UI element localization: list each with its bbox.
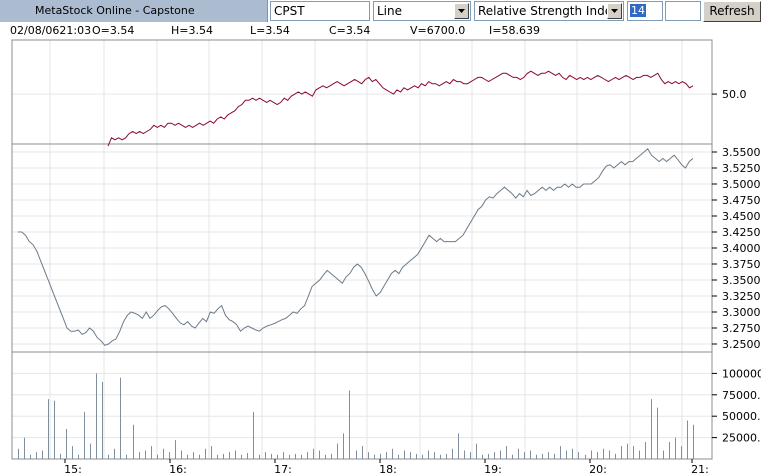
price-tick-label: 3.42500 <box>722 226 761 239</box>
x-tick-label: 20: <box>589 463 607 475</box>
price-series-line <box>18 148 694 346</box>
price-tick-label: 3.30000 <box>722 306 761 319</box>
info-indicator: I=58.639 <box>489 24 540 37</box>
rsi-tick-label: 50.0 <box>722 88 747 101</box>
period-value: 14 <box>630 4 646 17</box>
price-tick-label: 3.25000 <box>722 338 761 351</box>
secondary-input[interactable] <box>665 1 701 21</box>
price-tick-label: 3.55000 <box>722 146 761 159</box>
chevron-down-icon[interactable] <box>607 3 622 19</box>
x-tick-label: 21: <box>691 463 709 475</box>
gridlines <box>12 40 712 459</box>
x-tick-label: 16: <box>169 463 187 475</box>
price-tick-label: 3.47500 <box>722 194 761 207</box>
panel-frames <box>11 39 713 460</box>
volume-tick-label: 50000.. <box>722 410 761 423</box>
period-input[interactable]: 14 <box>627 1 663 21</box>
volume-tick-label: 100000.. <box>722 367 761 380</box>
quote-info-bar: 02/08/0621:03 O=3.54 H=3.54 L=3.54 C=3.5… <box>0 24 761 38</box>
info-volume: V=6700.0 <box>410 24 466 37</box>
app-title: MetaStock Online - Capstone <box>35 4 195 17</box>
info-timestamp: 02/08/0621:03 <box>10 24 92 37</box>
price-tick-label: 3.27500 <box>722 322 761 335</box>
x-tick-label: 18: <box>379 463 397 475</box>
price-tick-label: 3.40000 <box>722 242 761 255</box>
price-tick-label: 3.32500 <box>722 290 761 303</box>
symbol-input[interactable]: CPST <box>270 1 370 21</box>
info-high: H=3.54 <box>171 24 213 37</box>
x-tick-label: 19: <box>484 463 502 475</box>
info-open: O=3.54 <box>92 24 135 37</box>
indicator-value: Relative Strength Index <box>478 4 619 18</box>
indicator-select[interactable]: Relative Strength Index <box>474 1 624 21</box>
price-tick-label: 3.50000 <box>722 178 761 191</box>
chart-frame <box>11 39 713 460</box>
info-low: L=3.54 <box>250 24 290 37</box>
x-tick-label: 17: <box>274 463 292 475</box>
volume-tick-label: 75000.. <box>722 389 761 402</box>
price-panel <box>18 148 694 346</box>
chart-type-value: Line <box>377 4 403 18</box>
chevron-down-icon[interactable] <box>454 3 469 19</box>
chart-area[interactable]: 15: 16: 17: 18: 19: 20: 21: 50.0 3.55000 3.52500… <box>0 38 761 475</box>
volume-tick-label: 25000.. <box>722 432 761 445</box>
x-tick-label: 15: <box>64 463 82 475</box>
price-tick-label: 3.35000 <box>722 274 761 287</box>
rsi-panel <box>107 70 694 147</box>
toolbar: MetaStock Online - Capstone CPST Line Re… <box>0 0 761 22</box>
chart-type-select[interactable]: Line <box>373 1 471 21</box>
y-axes: 50.0 3.55000 3.52500 3.50000 3.47500 3.45000 3… <box>712 88 761 445</box>
price-tick-label: 3.52500 <box>722 162 761 175</box>
info-close: C=3.54 <box>329 24 371 37</box>
symbol-value: CPST <box>274 4 305 18</box>
app-title-button[interactable]: MetaStock Online - Capstone <box>0 0 268 22</box>
volume-panel <box>18 373 694 459</box>
refresh-button[interactable]: Refresh <box>703 1 761 22</box>
price-tick-label: 3.45000 <box>722 210 761 223</box>
price-tick-label: 3.37500 <box>722 258 761 271</box>
x-axis: 15: 16: 17: 18: 19: 20: 21: <box>64 459 709 475</box>
rsi-series-line <box>107 70 694 147</box>
